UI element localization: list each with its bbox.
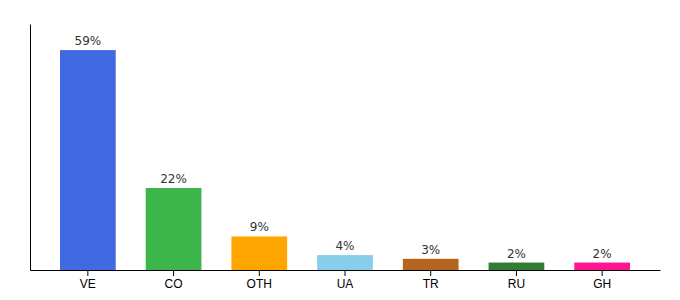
x-tick: GH <box>593 270 611 291</box>
bar <box>60 50 116 270</box>
bar <box>489 263 545 270</box>
x-tick-label: TR <box>423 277 439 291</box>
bar <box>574 263 630 270</box>
x-tick: UA <box>337 270 354 291</box>
x-tick: OTH <box>247 270 272 291</box>
x-tick-mark <box>602 270 603 276</box>
x-tick-mark <box>259 270 260 276</box>
y-axis-line <box>30 25 31 271</box>
data-label: 2% <box>507 247 526 261</box>
bar <box>231 236 287 270</box>
chart: VE CO OTH UA TR RU GH 59% 22% 9% 4% 3% 2% 2% <box>0 0 680 300</box>
x-tick: RU <box>508 270 525 291</box>
x-tick-label: RU <box>508 277 525 291</box>
x-tick-label: OTH <box>247 277 272 291</box>
data-label: 2% <box>593 247 612 261</box>
x-axis: VE CO OTH UA TR RU GH <box>31 270 661 291</box>
y-axis <box>30 25 31 271</box>
bars <box>60 50 630 270</box>
bar <box>146 188 202 270</box>
x-tick-label: VE <box>80 277 96 291</box>
x-tick-label: UA <box>337 277 354 291</box>
data-label: 4% <box>335 239 354 253</box>
x-tick-mark <box>87 270 88 276</box>
x-tick: CO <box>165 270 183 291</box>
x-tick-mark <box>430 270 431 276</box>
x-tick-label: CO <box>165 277 183 291</box>
x-tick: TR <box>423 270 439 291</box>
data-label: 3% <box>421 243 440 257</box>
data-labels: 59% 22% 9% 4% 3% 2% 2% <box>75 34 612 260</box>
x-tick-label: GH <box>593 277 611 291</box>
bar <box>403 259 459 270</box>
data-label: 22% <box>160 172 187 186</box>
x-tick-mark <box>516 270 517 276</box>
bar <box>317 255 373 270</box>
x-tick-mark <box>345 270 346 276</box>
data-label: 9% <box>250 220 269 234</box>
plot: VE CO OTH UA TR RU GH 59% 22% 9% 4% 3% 2% 2% <box>31 25 661 291</box>
x-tick: VE <box>80 270 96 291</box>
x-tick-mark <box>173 270 174 276</box>
data-label: 59% <box>75 34 102 48</box>
